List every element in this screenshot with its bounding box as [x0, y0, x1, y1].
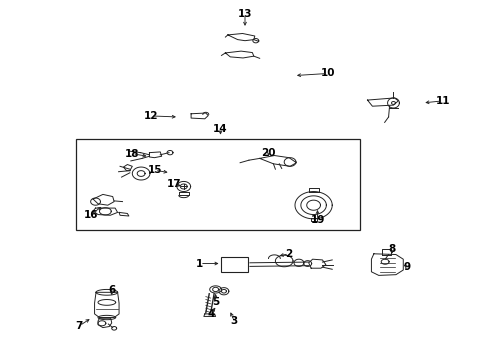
Text: 11: 11 [436, 96, 451, 106]
Text: 18: 18 [125, 149, 140, 159]
Bar [221, 257, 248, 272]
Text: 13: 13 [238, 9, 252, 19]
Text: 12: 12 [144, 111, 158, 121]
Text: 7: 7 [75, 321, 83, 331]
Text: 16: 16 [83, 210, 98, 220]
Text: 15: 15 [147, 165, 162, 175]
Text: 19: 19 [310, 215, 325, 225]
Text: 6: 6 [108, 285, 115, 295]
Text: 1: 1 [196, 258, 203, 269]
Text: 2: 2 [286, 249, 293, 259]
Text: 14: 14 [213, 123, 228, 134]
Text: 4: 4 [207, 309, 215, 319]
Text: 17: 17 [167, 179, 181, 189]
Text: 20: 20 [261, 148, 276, 158]
Text: 5: 5 [212, 297, 219, 307]
Text: 9: 9 [403, 262, 410, 272]
Bar [76, 139, 360, 230]
Text: 8: 8 [389, 244, 395, 254]
Text: 10: 10 [321, 68, 336, 78]
Text: 3: 3 [231, 316, 238, 326]
